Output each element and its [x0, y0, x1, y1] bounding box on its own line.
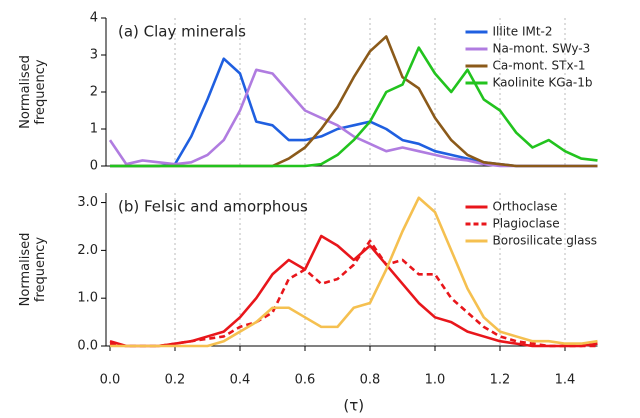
- legend-label: Illite IMt-2: [493, 25, 553, 39]
- series-line: [109, 239, 598, 348]
- y-tick-label: 4: [90, 11, 98, 26]
- y-axis-label: Normalisedfrequency: [17, 55, 47, 129]
- y-tick-label: 2: [90, 85, 98, 100]
- y-tick-label: 1: [90, 122, 98, 137]
- x-tick-label: 0.8: [360, 373, 381, 388]
- series-line: [109, 234, 598, 348]
- y-tick-label: 0: [90, 159, 98, 174]
- legend-label: Plagioclase: [493, 217, 560, 231]
- legend-label: Na-mont. SWy-3: [493, 42, 591, 56]
- y-tick-label: 0.0: [77, 339, 98, 354]
- y-tick-label: 1.0: [77, 291, 98, 306]
- series-line: [110, 46, 598, 168]
- legend-label: Borosilicate glass: [493, 234, 598, 248]
- legend-label: Kaolinite KGa-1b: [493, 76, 593, 90]
- panel-title: (a) Clay minerals: [118, 23, 246, 41]
- x-axis-label: (τ): [343, 397, 364, 415]
- x-tick-label: 0.4: [230, 373, 251, 388]
- legend-label: Orthoclase: [493, 200, 558, 214]
- y-tick-label: 3: [90, 48, 98, 63]
- y-axis-label: Normalisedfrequency: [17, 233, 47, 307]
- x-tick-label: 1.2: [490, 373, 511, 388]
- x-tick-label: 0.6: [295, 373, 316, 388]
- x-tick-label: 0.0: [100, 373, 121, 388]
- panel-title: (b) Felsic and amorphous: [118, 198, 308, 216]
- y-tick-label: 2.0: [77, 243, 98, 258]
- series-line: [110, 196, 598, 348]
- legend-label: Ca-mont. STx-1: [493, 59, 586, 73]
- y-tick-label: 3.0: [77, 195, 98, 210]
- x-tick-label: 1.4: [555, 373, 576, 388]
- series-line: [110, 35, 598, 168]
- x-tick-label: 0.2: [165, 373, 186, 388]
- x-tick-label: 1.0: [425, 373, 446, 388]
